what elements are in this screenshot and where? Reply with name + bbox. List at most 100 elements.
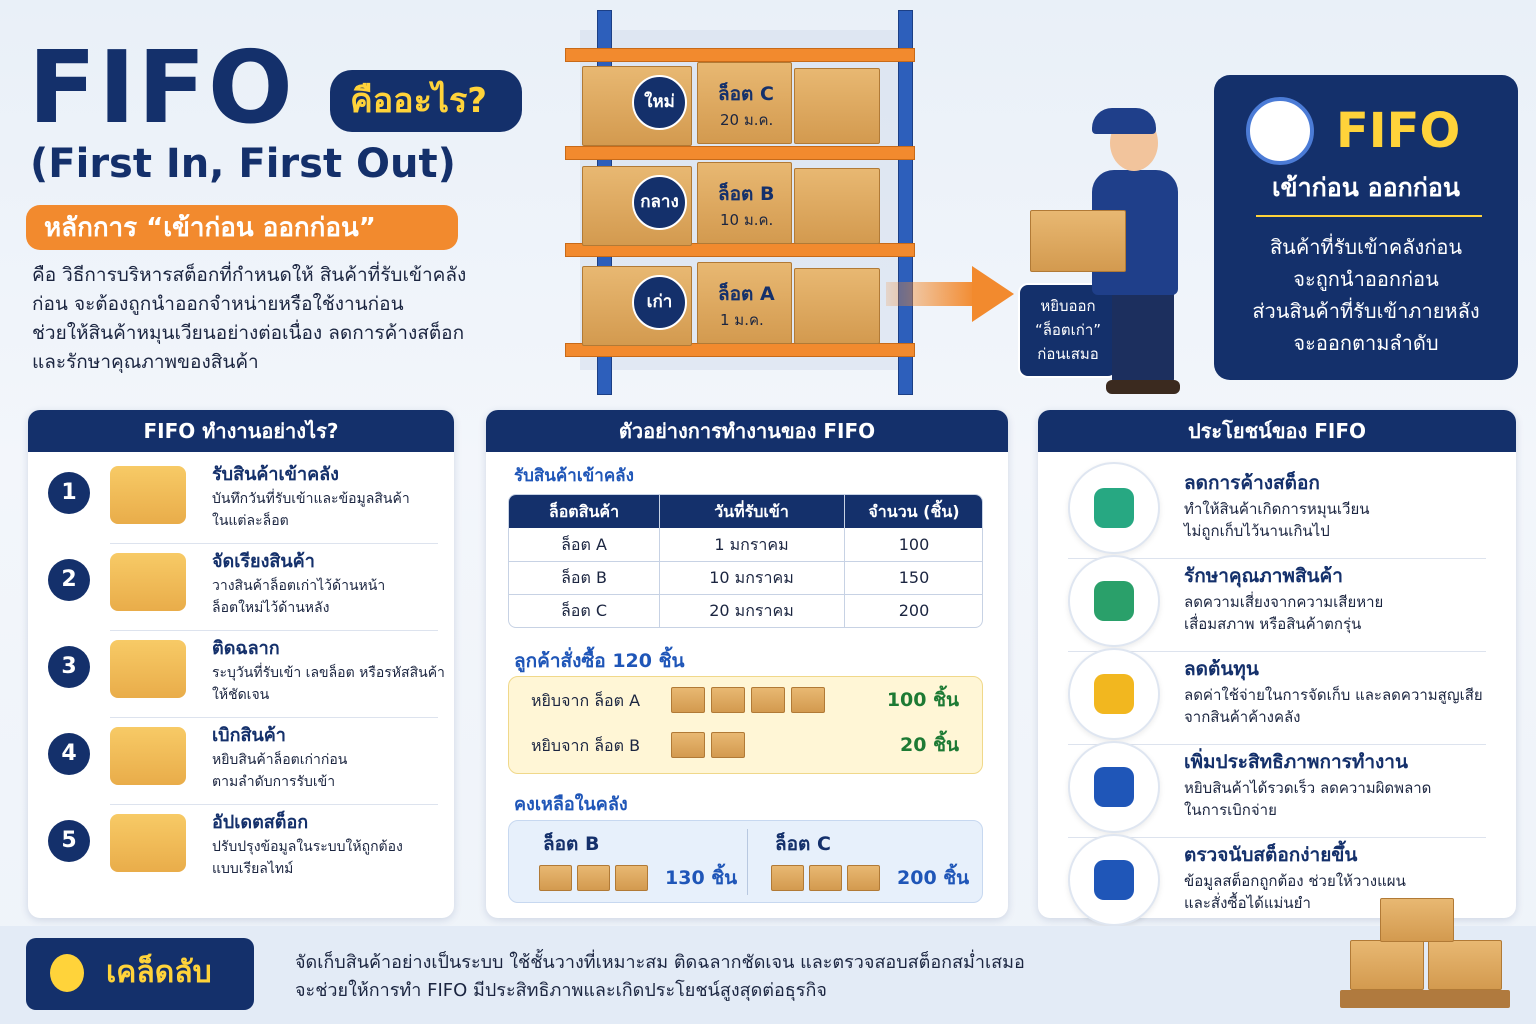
remaining-lot: ล็อต C	[775, 833, 831, 855]
divider	[1256, 215, 1482, 217]
box-icon	[1380, 898, 1454, 942]
box-icon	[671, 687, 705, 713]
benefit-desc: ลดค่าใช้จ่ายในการจัดเก็บ และลดความสูญเสี…	[1184, 686, 1483, 704]
age-badge: ใหม่	[632, 75, 687, 130]
table-header-row	[509, 495, 982, 528]
table-col-line	[844, 495, 845, 627]
step-title: รับสินค้าเข้าคลัง	[212, 464, 339, 485]
pick-text: หยิบจาก ล็อต B	[531, 736, 641, 755]
step-number-text: 5	[61, 828, 77, 853]
step-icon	[110, 814, 186, 872]
box-icon	[809, 865, 842, 891]
description-line: และรักษาคุณภาพของสินค้า	[32, 351, 259, 373]
step-desc: ในแต่ละล็อต	[212, 513, 289, 529]
section-heading: คงเหลือในคลัง	[514, 794, 628, 815]
box-icon	[1428, 940, 1502, 990]
box-icon	[539, 865, 572, 891]
box-icon	[794, 168, 880, 244]
step-desc: หยิบสินค้าล็อตเก่าก่อน	[212, 752, 348, 768]
principle: หลักการ “เข้าก่อน ออกก่อน”	[44, 213, 376, 243]
remaining-qty: 200 ชิ้น	[897, 867, 970, 889]
separator	[1068, 651, 1486, 652]
box-icon	[771, 865, 804, 891]
definition-subtitle: เข้าก่อน ออกก่อน	[1271, 173, 1461, 202]
table-cell: 1 มกราคม	[714, 535, 789, 554]
step-number: 1	[48, 472, 90, 514]
box-icon	[847, 865, 880, 891]
table-row-line	[509, 561, 982, 562]
pick-box: หยิบจาก ล็อต A 100 ชิ้น หยิบจาก ล็อต B 20 ช…	[508, 676, 983, 774]
lot-label: ล็อต A	[718, 283, 775, 305]
bulb-icon	[50, 954, 84, 992]
lot-label: ล็อต C	[718, 83, 774, 105]
remaining-lot: ล็อต B	[543, 833, 600, 855]
table-row-line	[509, 594, 982, 595]
tip-bar	[0, 926, 1536, 1024]
step-number: 5	[48, 820, 90, 862]
divider	[747, 829, 748, 895]
box-icon	[751, 687, 785, 713]
box-icon	[1030, 210, 1126, 272]
step-desc: บันทึกวันที่รับเข้าและข้อมูลสินค้า	[212, 491, 410, 507]
benefit-icon-mark	[1094, 488, 1134, 528]
step-icon	[110, 466, 186, 524]
subtitle: (First In, First Out)	[30, 141, 456, 187]
definition-title: FIFO	[1336, 103, 1461, 159]
box-icon	[615, 865, 648, 891]
step-title: อัปเดตสต็อก	[212, 812, 309, 833]
benefit-icon-mark	[1094, 767, 1134, 807]
pick-qty: 100 ชิ้น	[886, 689, 959, 711]
definition-card: FIFO เข้าก่อน ออกก่อนสินค้าที่รับเข้าคลัง…	[1214, 75, 1518, 380]
panel-header: FIFO ทำงานอย่างไร?	[28, 410, 454, 452]
section-heading: รับสินค้าเข้าคลัง	[514, 466, 634, 486]
box-icon	[791, 687, 825, 713]
title: FIFO	[28, 29, 295, 146]
question: คืออะไร?	[350, 81, 487, 121]
age-badge-text: ใหม่	[644, 92, 675, 112]
clipboard-icon	[1246, 97, 1314, 165]
benefit-icon-mark	[1094, 674, 1134, 714]
benefit-icon	[1068, 648, 1160, 740]
table-cell: 10 มกราคม	[709, 568, 794, 587]
table-cell: ล็อต C	[560, 601, 608, 620]
benefit-title: รักษาคุณภาพสินค้า	[1184, 565, 1343, 587]
definition-text: สินค้าที่รับเข้าคลังก่อน	[1269, 235, 1463, 259]
step-desc: ระบุวันที่รับเข้า เลขล็อต หรือรหัสสินค้า	[212, 665, 445, 681]
step-icon	[110, 553, 186, 611]
tip-label-box: เคล็ดลับ	[26, 938, 254, 1010]
separator	[110, 717, 438, 718]
separator	[1068, 744, 1486, 745]
worker-shoes	[1106, 380, 1180, 394]
benefit-title: ลดต้นทุน	[1184, 658, 1259, 680]
box-icon: ล็อต C 20 ม.ค.	[697, 62, 792, 144]
step-number: 2	[48, 559, 90, 601]
pick-arrow	[886, 282, 976, 306]
table-header: จำนวน (ชิ้น)	[868, 502, 960, 521]
benefit-desc: เสื่อมสภาพ หรือสินค้าตกรุ่น	[1184, 615, 1362, 633]
step-icon	[110, 640, 186, 698]
panel: ประโยชน์ของ FIFO ลดการค้างสต็อก ทำให้สินค้…	[1038, 410, 1516, 926]
pick-label: “ล็อตเก่า”	[1034, 321, 1102, 339]
step-icon	[110, 727, 186, 785]
separator	[110, 543, 438, 544]
description-line: ช่วยให้สินค้าหมุนเวียนอย่างต่อเนื่อง ลดก…	[32, 322, 465, 344]
benefit-desc: หยิบสินค้าได้รวดเร็ว ลดความผิดพลาด	[1184, 779, 1432, 797]
pick-label: ก่อนเสมอ	[1037, 345, 1099, 363]
table-cell: 20 มกราคม	[709, 601, 794, 620]
table-cell: 200	[898, 601, 930, 620]
description-line: คือ วิธีการบริหารสต็อกที่กำหนดให้ สินค้า…	[32, 264, 467, 286]
step-title: เบิกสินค้า	[212, 725, 286, 746]
age-badge-text: เก่า	[646, 292, 673, 312]
benefit-icon-mark	[1094, 581, 1134, 621]
box-icon	[711, 687, 745, 713]
worker-legs	[1112, 285, 1174, 385]
question-pill: คืออะไร?	[330, 70, 522, 132]
benefit-icon	[1068, 462, 1160, 554]
step-desc: วางสินค้าล็อตเก่าไว้ด้านหน้า	[212, 578, 386, 594]
step-number: 4	[48, 733, 90, 775]
panel-title: FIFO ทำงานอย่างไร?	[143, 419, 339, 443]
benefit-desc: ลดความเสี่ยงจากความเสียหาย	[1184, 593, 1384, 611]
description-line: ก่อน จะต้องถูกนำออกจำหน่ายหรือใช้งานก่อน	[32, 293, 404, 315]
benefit-icon	[1068, 834, 1160, 926]
